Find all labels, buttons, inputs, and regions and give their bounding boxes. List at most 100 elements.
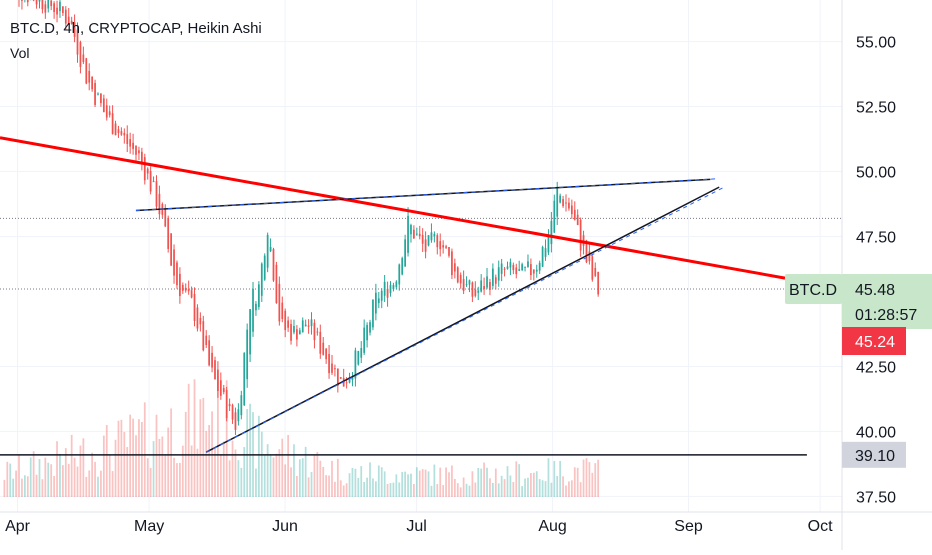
volume-bar xyxy=(4,480,6,497)
volume-bar xyxy=(314,455,316,497)
candle-body xyxy=(366,325,368,340)
volume-bar xyxy=(550,483,552,497)
volume-bar xyxy=(191,446,193,497)
volume-bar xyxy=(50,464,52,497)
volume-bar xyxy=(316,452,318,497)
candle-body xyxy=(132,143,134,149)
volume-bar xyxy=(123,432,125,497)
candle-body xyxy=(591,256,593,279)
volume-bar xyxy=(504,479,506,497)
candle-body xyxy=(156,181,158,206)
candle-body xyxy=(205,336,207,345)
volume-bar xyxy=(39,459,41,497)
candle-body xyxy=(436,235,438,247)
volume-bar xyxy=(188,384,190,497)
volume-bar xyxy=(340,480,342,497)
candle-body xyxy=(273,249,275,280)
volume-bar xyxy=(568,481,570,497)
volume-bar xyxy=(68,464,70,497)
candle-body xyxy=(176,263,178,286)
volume-bar xyxy=(562,476,564,497)
candle-body xyxy=(170,233,172,265)
volume-bar xyxy=(372,478,374,497)
candle-body xyxy=(559,196,561,203)
candle-body xyxy=(246,330,248,379)
candle-body xyxy=(296,329,298,339)
volume-bar xyxy=(100,471,102,497)
candle-body xyxy=(322,343,324,355)
candle-body xyxy=(451,251,453,275)
candle-body xyxy=(36,0,38,4)
volume-bar xyxy=(9,464,11,497)
time-tick-label: Apr xyxy=(5,518,31,535)
candle-body xyxy=(577,215,579,225)
time-tick-label: Oct xyxy=(808,518,833,535)
volume-bar xyxy=(533,473,535,497)
legend-indicator: Vol xyxy=(10,45,262,61)
candle-body xyxy=(416,234,418,235)
candle-body xyxy=(316,331,318,332)
candle-body xyxy=(153,181,155,182)
candle-body xyxy=(495,277,497,283)
candle-body xyxy=(59,2,61,11)
volume-bar xyxy=(56,441,58,497)
volume-bar xyxy=(220,454,222,497)
candle-body xyxy=(431,232,433,240)
candle-body xyxy=(393,285,395,289)
candle-body xyxy=(387,289,389,298)
volume-bar xyxy=(542,480,544,497)
candle-body xyxy=(50,1,52,6)
candle-body xyxy=(597,272,599,294)
candle-body xyxy=(477,291,479,293)
candle-body xyxy=(238,409,240,421)
volume-bar xyxy=(144,402,146,497)
candle-body xyxy=(109,111,111,115)
candle-body xyxy=(229,404,231,406)
volume-bar xyxy=(349,473,351,497)
candle-body xyxy=(208,340,210,365)
candle-body xyxy=(144,157,146,180)
candle-body xyxy=(419,234,421,236)
volume-bar xyxy=(308,477,310,497)
legend: BTC.D, 4h, CRYPTOCAP, Heikin Ashi Vol xyxy=(10,20,262,61)
candle-body xyxy=(472,282,474,296)
candle-body xyxy=(44,4,46,12)
candle-body xyxy=(123,133,125,135)
volume-bar xyxy=(284,464,286,497)
volume-bar xyxy=(159,439,161,497)
volume-bar xyxy=(121,420,123,497)
candle-body xyxy=(460,275,462,283)
volume-bar xyxy=(91,453,93,497)
candle-body xyxy=(126,134,128,144)
volume-bar xyxy=(150,468,152,497)
candle-body xyxy=(454,263,456,271)
candle-body xyxy=(357,351,359,365)
candle-body xyxy=(39,0,41,2)
volume-bar xyxy=(395,474,397,497)
volume-bar xyxy=(597,460,599,497)
volume-bar xyxy=(530,473,532,497)
volume-bar xyxy=(161,436,163,497)
candle-body xyxy=(527,261,529,267)
candle-body xyxy=(267,235,269,268)
candle-body xyxy=(56,8,58,15)
candle-body xyxy=(278,284,280,321)
volume-bar xyxy=(445,467,447,497)
candle-body xyxy=(94,83,96,105)
volume-bar xyxy=(363,482,365,497)
volume-bar xyxy=(179,463,181,497)
volume-bar xyxy=(132,419,134,497)
volume-bar xyxy=(299,459,301,497)
candle-body xyxy=(299,330,301,334)
candle-body xyxy=(565,203,567,204)
volume-bar xyxy=(463,477,465,497)
candle-body xyxy=(197,307,199,328)
volume-bar xyxy=(498,483,500,497)
volume-bar xyxy=(375,481,377,497)
candle-body xyxy=(556,188,558,216)
candle-body xyxy=(480,280,482,291)
volume-bar xyxy=(164,455,166,497)
candle-body xyxy=(372,299,374,327)
